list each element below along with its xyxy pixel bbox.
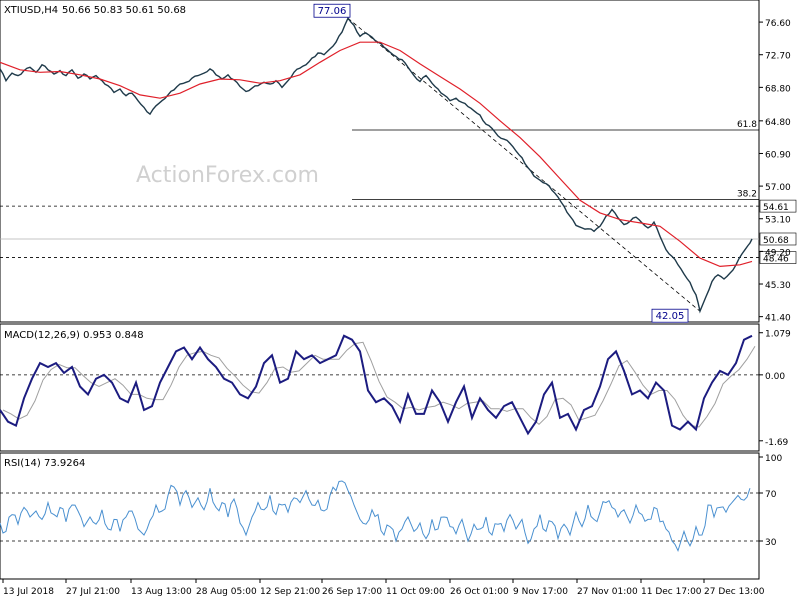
macd-line (0, 334, 753, 436)
x-tick-label: 11 Dec 17:00 (641, 587, 702, 597)
level-tag-label: 54.61 (763, 203, 789, 213)
x-tick-label: 27 Nov 01:00 (577, 587, 638, 597)
x-tick-label: 9 Nov 17:00 (513, 587, 568, 597)
price-y-tick-label: 57.00 (765, 183, 791, 193)
x-tick-label: 27 Jul 21:00 (66, 587, 120, 597)
price-y-tick-label: 76.60 (765, 19, 791, 29)
x-tick-label: 26 Sep 17:00 (322, 587, 382, 597)
x-tick-label: 12 Sep 21:00 (260, 587, 320, 597)
rsi-line (0, 480, 751, 552)
macd-y-tick-label: 0.00 (765, 372, 785, 382)
macd-signal-line (2, 341, 756, 428)
price-extreme-label: 77.06 (318, 6, 347, 17)
price-extreme-label: 42.05 (656, 311, 685, 322)
x-tick-label: 13 Jul 2018 (3, 587, 54, 597)
trendline (347, 17, 701, 312)
x-tick-label: 26 Oct 01:00 (450, 587, 509, 597)
watermark: ActionForex.com (136, 163, 319, 188)
x-tick-label: 28 Aug 05:00 (196, 587, 257, 597)
macd-panel-title: MACD(12,26,9) 0.953 0.848 (4, 330, 144, 341)
price-y-tick-label: 49.20 (765, 248, 791, 258)
fib-level-label: 61.8 (737, 120, 757, 130)
rsi-y-tick-label: 100 (765, 454, 782, 464)
current-price-tag-box (759, 232, 797, 246)
current-price-tag-label: 50.68 (763, 236, 789, 246)
price-extreme-box (313, 3, 351, 18)
x-tick-label: 11 Oct 09:00 (386, 587, 445, 597)
price-y-tick-label: 45.30 (765, 281, 791, 291)
macd-y-tick-label: -1.69 (765, 438, 789, 448)
rsi-y-tick-label: 70 (765, 490, 777, 500)
rsi-panel-frame (0, 452, 760, 580)
price-panel-title: XTIUSD,H4 (4, 5, 58, 16)
x-tick-label: 13 Aug 13:00 (131, 587, 192, 597)
macd-y-tick-label: 1.079 (765, 330, 791, 340)
rsi-panel-title: RSI(14) 73.9264 (4, 458, 85, 469)
level-tag-box (759, 199, 797, 213)
price-panel-frame (0, 0, 760, 323)
price-y-tick-label: 41.40 (765, 314, 791, 324)
price-y-tick-label: 64.80 (765, 118, 791, 128)
moving-average-line (0, 41, 753, 268)
price-y-tick-label: 72.70 (765, 52, 791, 62)
price-extreme-box (651, 308, 689, 323)
x-tick-label: 27 Dec 13:00 (704, 587, 765, 597)
price-y-tick-label: 60.90 (765, 150, 791, 160)
macd-panel-frame (0, 323, 760, 452)
ohlc-readout: 50.66 50.83 50.61 50.68 (62, 5, 186, 16)
level-tag-label: 48.46 (763, 255, 789, 265)
price-y-tick-label: 53.10 (765, 216, 791, 226)
level-tag-box (759, 251, 797, 264)
rsi-y-tick-label: 30 (765, 538, 777, 548)
fib-level-label: 38.2 (737, 189, 757, 199)
price-y-tick-label: 68.80 (765, 84, 791, 94)
